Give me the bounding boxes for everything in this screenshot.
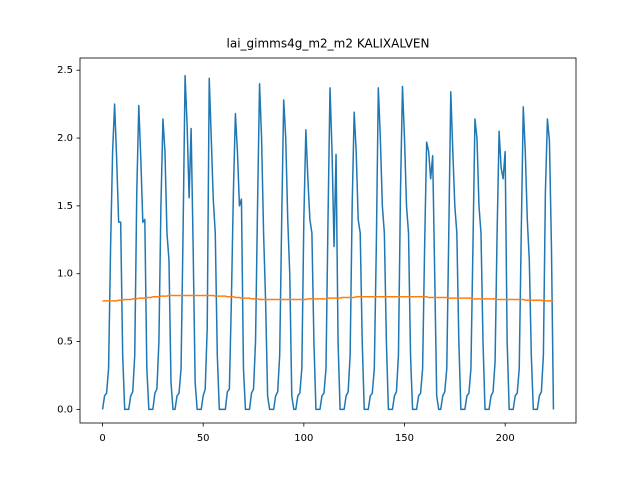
y-tick-label: 1.5 <box>57 201 73 212</box>
x-tick-label: 0 <box>99 433 105 444</box>
y-tick-label: 2.0 <box>57 133 73 144</box>
y-tick-label: 0.0 <box>57 404 73 415</box>
y-tick-label: 1.0 <box>57 269 73 280</box>
y-tick-label: 0.5 <box>57 337 73 348</box>
x-tick-label: 150 <box>395 433 414 444</box>
plot-frame <box>79 57 577 424</box>
chart-title: lai_gimms4g_m2_m2 KALIXALVEN <box>227 37 430 51</box>
x-tick-label: 50 <box>197 433 210 444</box>
data-line <box>102 294 554 302</box>
x-tick-label: 100 <box>294 433 313 444</box>
data-line <box>101 74 555 411</box>
x-tick-label: 200 <box>496 433 515 444</box>
y-tick-label: 2.5 <box>57 65 73 76</box>
